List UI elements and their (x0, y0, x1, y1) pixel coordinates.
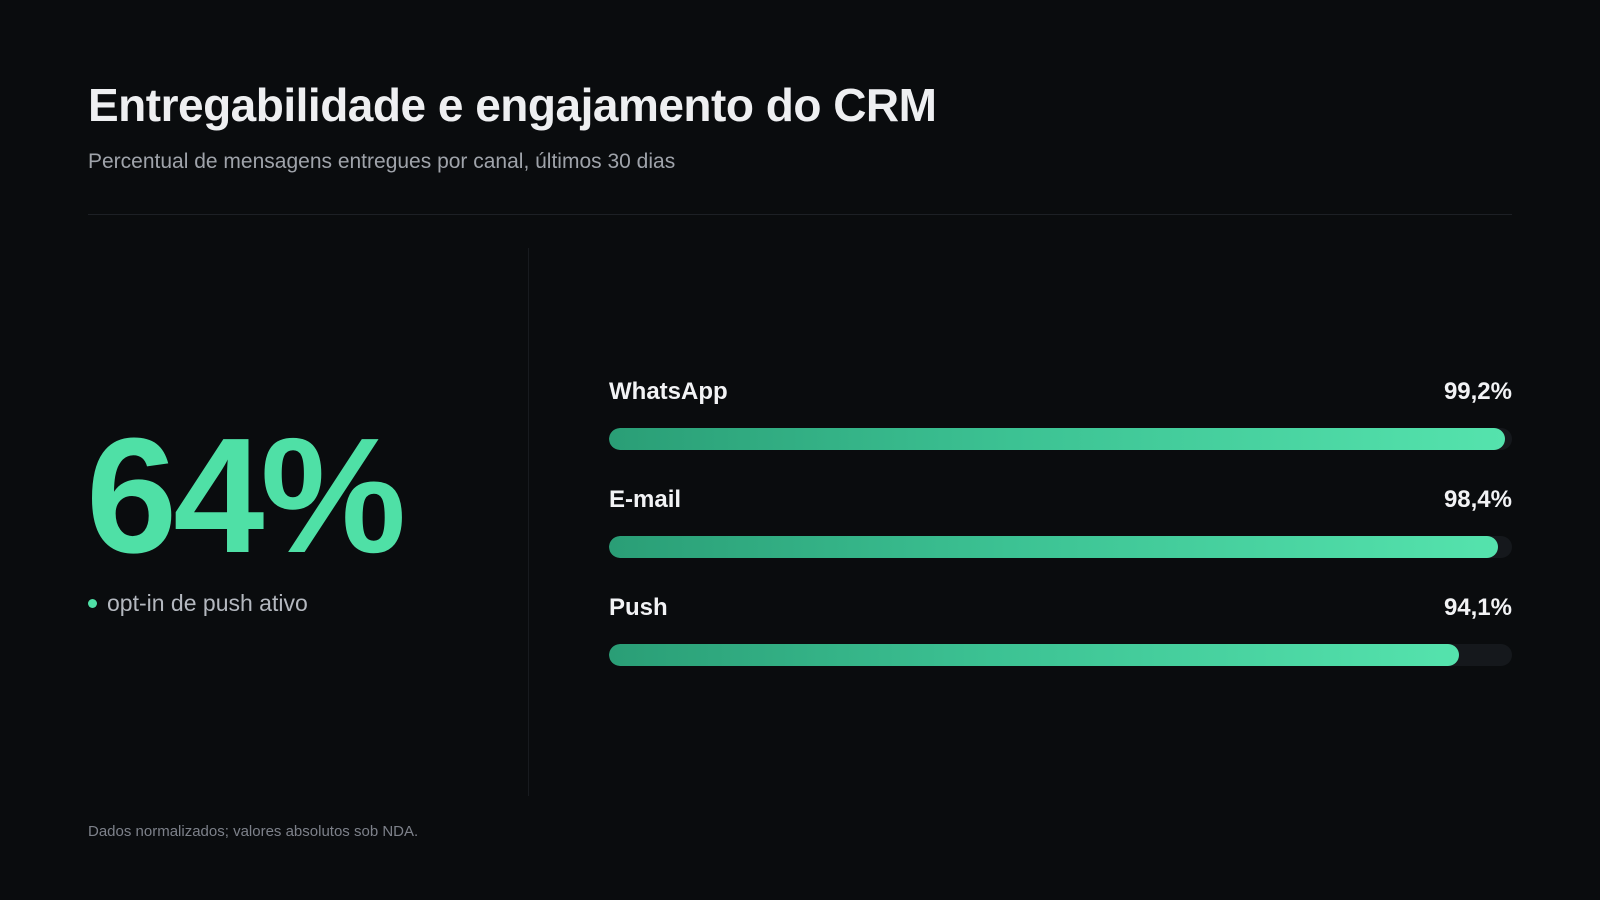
bar (609, 644, 1459, 666)
bar-value-label: 99,2% (1443, 378, 1512, 405)
bar-value-label: 98,4% (1443, 486, 1512, 513)
bar-chart: WhatsApp 99,2% E-mail 98,4% Push 94,1% (609, 378, 1512, 702)
bar-row: WhatsApp 99,2% (609, 378, 1512, 486)
bar-row: E-mail 98,4% (609, 486, 1512, 594)
bar-label: WhatsApp (609, 378, 728, 405)
bar-header: WhatsApp 99,2% (609, 378, 1512, 418)
kpi-value: 64% (86, 404, 406, 587)
column-divider (528, 248, 529, 796)
bar-track (609, 644, 1512, 666)
header-divider (88, 214, 1512, 215)
bar-value-label: 94,1% (1443, 594, 1512, 621)
legend-dot-icon (88, 599, 97, 608)
bar (609, 536, 1498, 558)
bar-row: Push 94,1% (609, 594, 1512, 702)
bar-label: E-mail (609, 486, 682, 513)
bar-header: Push 94,1% (609, 594, 1512, 634)
page-title: Entregabilidade e engajamento do CRM (88, 79, 937, 131)
bar (609, 428, 1505, 450)
bar-track (609, 428, 1512, 450)
page-subtitle: Percentual de mensagens entregues por ca… (88, 150, 676, 173)
bar-track (609, 536, 1512, 558)
bar-label: Push (609, 594, 668, 621)
footnote: Dados normalizados; valores absolutos so… (88, 823, 419, 840)
kpi-label: opt-in de push ativo (107, 590, 308, 616)
bar-header: E-mail 98,4% (609, 486, 1512, 526)
kpi-caption: opt-in de push ativo (88, 590, 308, 617)
